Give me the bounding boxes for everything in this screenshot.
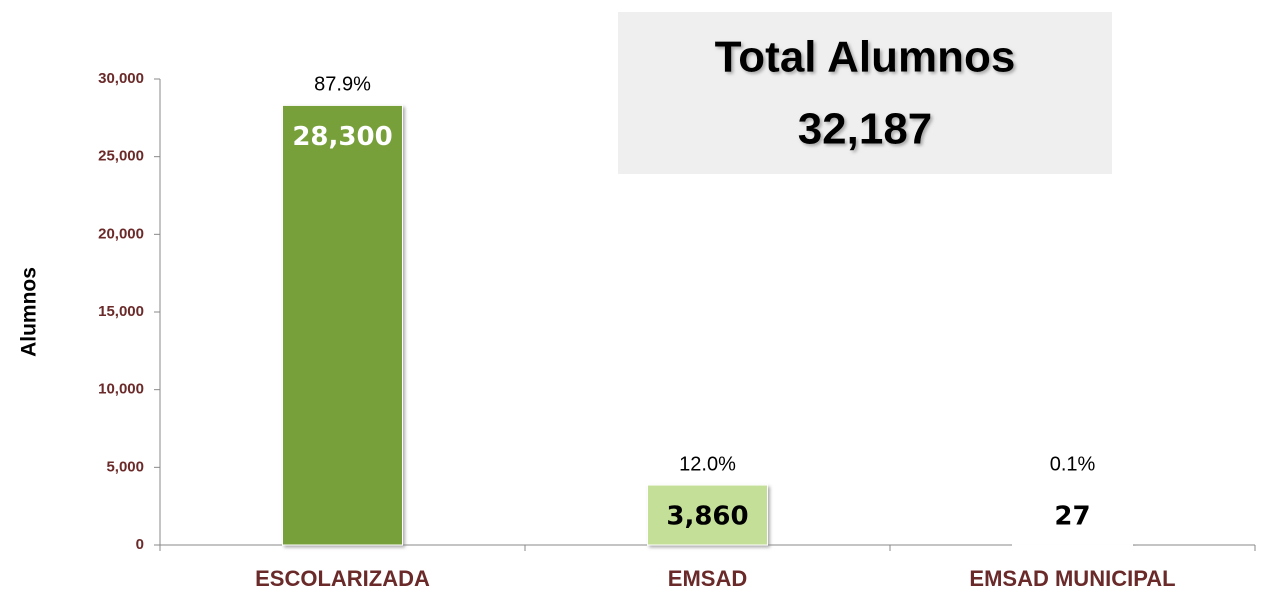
y-tick-label: 15,000 (98, 303, 144, 320)
share-label: 87.9% (314, 74, 371, 96)
total-title: Total Alumnos (715, 33, 1016, 82)
y-tick-label: 10,000 (98, 381, 144, 398)
value-label: 28,300 (292, 122, 392, 152)
y-tick-label: 5,000 (106, 458, 144, 475)
y-axis-label: Alumnos (18, 267, 41, 357)
share-label: 0.1% (1050, 453, 1096, 475)
y-tick-label: 30,000 (98, 70, 144, 87)
bar (647, 484, 768, 546)
total-box (618, 12, 1112, 174)
y-tick-label: 25,000 (98, 148, 144, 165)
value-label: 27 (1054, 502, 1090, 532)
x-tick-label: ESCOLARIZADA (255, 566, 430, 591)
share-label: 12.0% (679, 453, 736, 475)
bar (282, 104, 403, 546)
total-value: 32,187 (798, 105, 933, 154)
bar (1012, 544, 1133, 547)
value-label: 3,860 (666, 502, 748, 532)
y-tick-label: 20,000 (98, 225, 144, 242)
x-tick-label: EMSAD (668, 566, 747, 591)
x-tick-label: EMSAD MUNICIPAL (969, 566, 1175, 591)
y-tick-label: 0 (136, 536, 144, 553)
